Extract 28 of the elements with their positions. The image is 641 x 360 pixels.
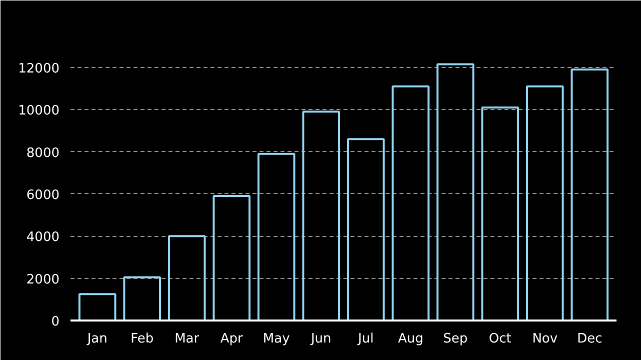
bar [526, 85, 564, 320]
bar [346, 138, 385, 320]
x-tick-label: Jul [357, 332, 374, 346]
bar [392, 85, 430, 320]
x-tick-label: Oct [488, 332, 512, 346]
y-tick-label: 8000 [26, 146, 60, 161]
bar [436, 63, 474, 320]
bar [302, 110, 340, 320]
x-tick-label: Aug [398, 332, 424, 346]
x-tick-label: Jun [310, 332, 332, 346]
x-tick-label: Feb [130, 332, 154, 346]
x-tick-label: Dec [577, 332, 602, 346]
bar [481, 106, 520, 320]
bar [257, 152, 296, 320]
x-tick-label: Apr [220, 332, 244, 346]
x-tick-label: Sep [443, 332, 468, 346]
x-tick-label: Jan [86, 332, 108, 346]
y-tick-label: 12000 [18, 61, 60, 76]
y-tick-label: 0 [51, 314, 60, 330]
x-tick-label: Nov [532, 332, 558, 346]
y-tick-label: 10000 [18, 104, 60, 119]
y-tick-label: 2000 [26, 272, 60, 288]
x-tick-label: May [262, 332, 290, 346]
y-tick-label: 6000 [26, 188, 60, 203]
y-tick-label: 4000 [26, 230, 60, 246]
bar [212, 195, 251, 320]
x-tick-label: Mar [174, 332, 200, 346]
bar [570, 68, 609, 320]
